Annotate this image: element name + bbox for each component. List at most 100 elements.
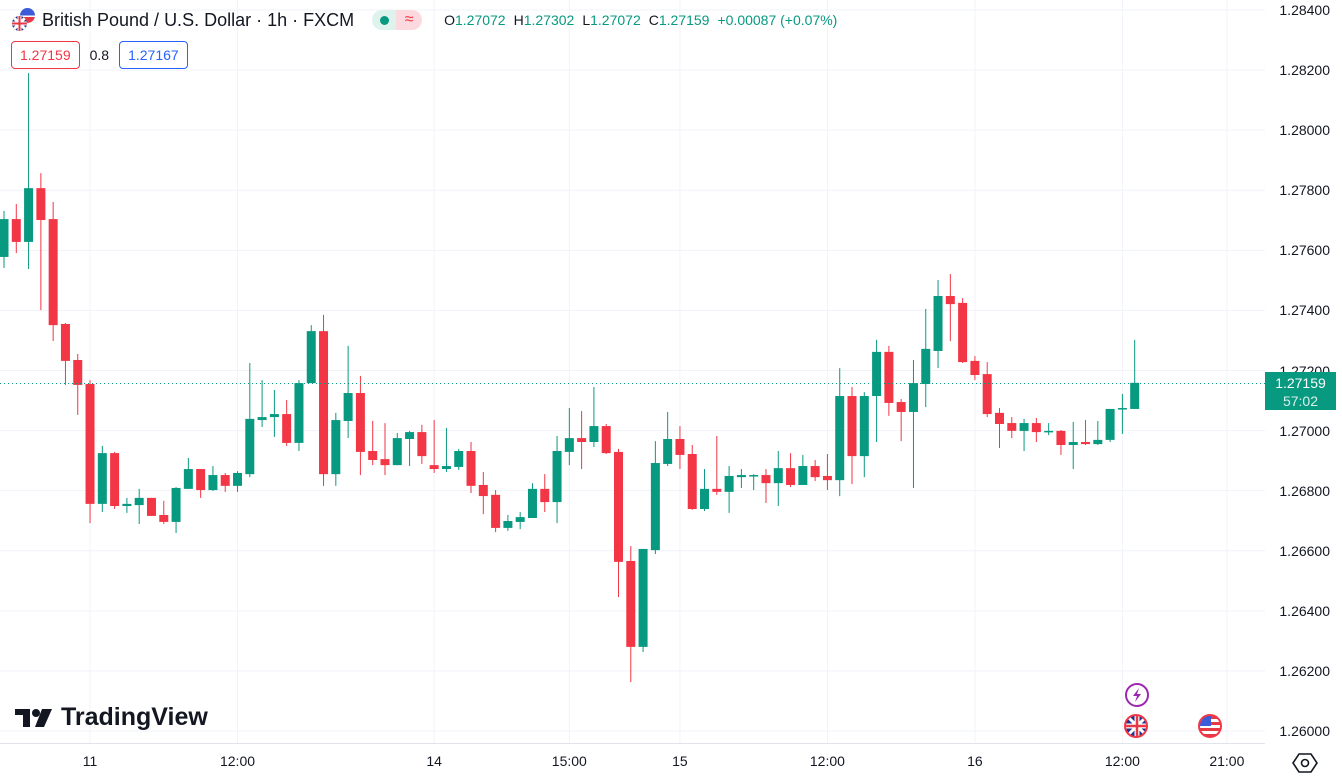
symbol-title[interactable]: British Pound / U.S. Dollar · 1h · FXCM <box>42 9 355 30</box>
candle-up <box>933 280 943 369</box>
candle-body <box>589 426 599 442</box>
candle-up <box>1117 393 1127 434</box>
candle-body <box>134 497 144 506</box>
price-tick-label: 1.27000 <box>1279 422 1330 439</box>
candle-body <box>355 393 365 452</box>
candle-body <box>368 451 378 461</box>
candle-body <box>982 374 992 415</box>
candle-body <box>97 453 107 504</box>
candle-up <box>589 387 599 448</box>
candle-up <box>122 497 132 513</box>
symbol-legend: British Pound / U.S. Dollar · 1h · FXCM … <box>12 8 837 32</box>
price-tick-label: 1.28200 <box>1279 62 1330 79</box>
candle-down <box>319 314 329 486</box>
last-price-value: 1.27159 <box>1275 375 1326 391</box>
candle-body <box>773 468 783 484</box>
candle-up <box>331 412 341 486</box>
time-tick-label: 14 <box>426 753 442 769</box>
candle-up <box>441 427 451 473</box>
high-label: H <box>513 12 524 28</box>
gbp-usd-flags-icon <box>12 8 36 32</box>
candle-body <box>540 488 550 503</box>
candle-body <box>1019 423 1029 431</box>
candle-body <box>577 438 587 442</box>
price-tick-label: 1.27600 <box>1279 242 1330 259</box>
candle-down <box>822 454 832 491</box>
candle-body <box>36 188 46 220</box>
close-value: 1.27159 <box>658 12 710 28</box>
candle-body <box>552 451 562 503</box>
candle-body <box>429 465 439 470</box>
candle-body <box>380 459 390 466</box>
candle-down <box>491 490 501 533</box>
buy-button[interactable]: 1.27167 <box>119 41 188 69</box>
price-tick-label: 1.26800 <box>1279 482 1330 499</box>
candle-body <box>73 359 83 385</box>
candle-up <box>638 548 648 652</box>
candle-down <box>982 362 992 418</box>
last-price-tag: 1.27159 57:02 <box>1265 372 1336 410</box>
candle-up <box>269 390 279 437</box>
time-tick-label: 15 <box>672 753 688 769</box>
candle-down <box>896 399 906 442</box>
sell-button[interactable]: 1.27159 <box>11 41 80 69</box>
candle-up <box>183 457 193 489</box>
tradingview-logo[interactable]: TradingView <box>15 703 208 732</box>
candle-body <box>527 488 537 519</box>
candle-body <box>233 472 243 486</box>
candle-down <box>1031 417 1041 442</box>
status-pill[interactable]: ≈ <box>372 10 423 30</box>
candle-body <box>638 548 648 647</box>
candle-down <box>1056 429 1066 455</box>
candle-body <box>196 469 206 491</box>
candle-up <box>306 325 316 384</box>
candle-up <box>245 362 255 478</box>
trade-buttons: 1.27159 0.8 1.27167 <box>11 41 188 69</box>
chart-settings-icon[interactable] <box>1292 750 1318 776</box>
candle-down <box>1007 417 1017 439</box>
candle-body <box>1081 441 1091 445</box>
candle-down <box>417 424 427 464</box>
price-tick-label: 1.28400 <box>1279 2 1330 18</box>
candle-down <box>994 408 1004 449</box>
candle-body <box>994 412 1004 424</box>
candle-body <box>933 295 943 351</box>
candle-body <box>921 348 931 385</box>
candle-body <box>269 414 279 418</box>
uk-event-flag-icon[interactable] <box>1124 714 1148 738</box>
candle-up <box>921 308 931 408</box>
candle-down <box>110 451 120 509</box>
candle-up <box>749 474 759 491</box>
candle-down <box>11 204 21 254</box>
candle-body <box>970 360 980 376</box>
candle-body <box>48 219 58 326</box>
candle-body <box>872 351 882 397</box>
candle-body <box>110 453 120 506</box>
candle-body <box>798 466 808 485</box>
candle-body <box>331 420 341 475</box>
candle-up <box>650 441 660 555</box>
candle-body <box>319 331 329 475</box>
high-value: 1.27302 <box>523 12 575 28</box>
indicator-wave-icon: ≈ <box>396 10 423 30</box>
lightning-event-icon[interactable] <box>1125 683 1149 707</box>
candle-body <box>1031 423 1041 433</box>
time-tick-label: 12:00 <box>1104 753 1140 769</box>
us-event-flag-icon[interactable] <box>1198 714 1222 738</box>
grid <box>0 0 1265 743</box>
candle-up <box>1105 408 1115 442</box>
candle-body <box>724 475 734 492</box>
candle-body <box>859 396 869 457</box>
candle-up <box>503 515 513 531</box>
candle-up <box>294 380 304 452</box>
price-tick-label: 1.26200 <box>1279 662 1330 679</box>
candle-body <box>245 418 255 475</box>
time-tick-label: 11 <box>82 753 98 769</box>
candle-up <box>343 345 353 439</box>
candle-down <box>786 453 796 488</box>
price-tick-label: 1.26600 <box>1279 542 1330 559</box>
candle-up <box>724 466 734 513</box>
time-tick-label: 15:00 <box>551 753 587 769</box>
candle-body <box>786 468 796 485</box>
